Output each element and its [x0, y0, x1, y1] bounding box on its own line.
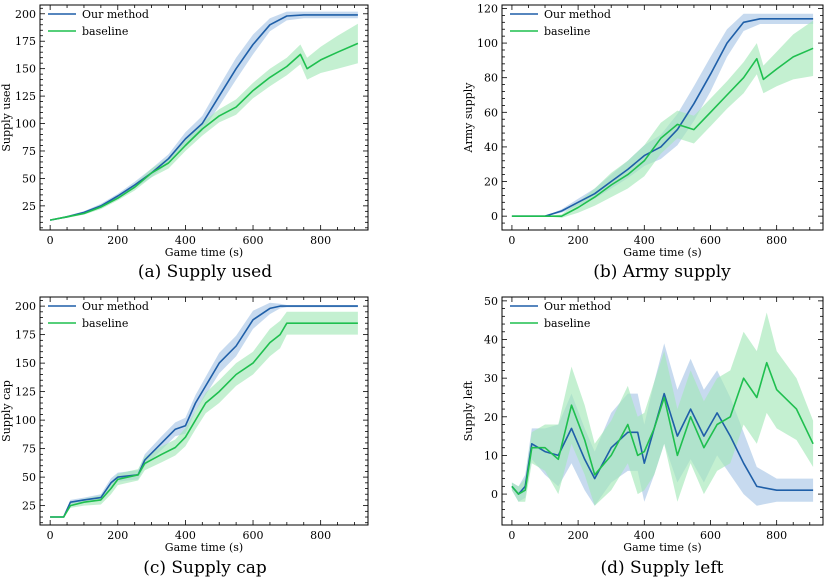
legend-label-baseline: baseline	[544, 317, 590, 330]
chart-supply-left: 0 200 400 600 800 0 10 20 30 40 50 Game time (s) Sup…	[462, 295, 824, 578]
y-tick-label: 30	[484, 372, 498, 385]
y-tick-label: 0	[491, 488, 498, 501]
plot-frame	[501, 296, 824, 526]
series-line-our-method	[511, 392, 814, 495]
legend-label-our-method: Our method	[82, 300, 149, 313]
x-tick-label: 600	[243, 234, 264, 247]
series-line-our-method	[50, 305, 358, 518]
x-tick-label: 800	[766, 529, 787, 542]
caption-supply-cap: (c) Supply cap	[143, 558, 267, 578]
y-tick-label: 175	[15, 329, 36, 342]
series-band-baseline	[511, 20, 814, 218]
y-tick-label: 125	[15, 386, 36, 399]
plot-frame	[39, 296, 369, 526]
y-tick-label: 75	[22, 443, 36, 456]
x-tick-label: 200	[568, 234, 589, 247]
x-tick-label: 600	[700, 529, 721, 542]
y-axis-label: Supply used	[0, 83, 13, 151]
y-tick-label: 80	[484, 72, 498, 85]
plot-frame	[501, 4, 824, 231]
legend-label-baseline: baseline	[544, 25, 590, 38]
x-axis-label: Game time (s)	[623, 246, 701, 259]
caption-supply-used: (a) Supply used	[138, 262, 272, 282]
y-axis-label: Supply left	[462, 380, 475, 441]
y-tick-label: 175	[15, 35, 36, 48]
x-tick-label: 200	[568, 529, 589, 542]
y-tick-label: 50	[22, 172, 36, 185]
x-tick-label: 200	[107, 529, 128, 542]
x-tick-label: 200	[107, 234, 128, 247]
series-line-our-method	[49, 14, 358, 221]
x-tick-label: 400	[175, 529, 196, 542]
series-band-baseline	[511, 312, 814, 506]
y-tick-label: 50	[22, 471, 36, 484]
series-line-baseline	[511, 47, 814, 217]
x-tick-label: 400	[175, 234, 196, 247]
x-tick-label: 0	[508, 529, 515, 542]
x-axis-label: Game time (s)	[623, 541, 701, 554]
x-tick-label: 400	[634, 234, 655, 247]
series-line-baseline	[50, 322, 358, 518]
y-axis-label: Supply cap	[0, 380, 13, 442]
y-tick-label: 40	[484, 334, 498, 347]
x-tick-label: 800	[310, 529, 331, 542]
caption-supply-left: (d) Supply left	[601, 558, 724, 578]
chart-army-supply: 0 200 400 600 800 0 20 40 60 80 100 120 Game time (s…	[462, 2, 824, 282]
y-tick-label: 150	[15, 63, 36, 76]
y-tick-label: 100	[15, 118, 36, 131]
x-tick-label: 800	[766, 234, 787, 247]
series-line-our-method	[511, 17, 814, 217]
y-tick-label: 120	[477, 2, 498, 15]
x-axis-label: Game time (s)	[165, 541, 243, 554]
series-line-baseline	[511, 361, 814, 495]
x-axis-label: Game time (s)	[165, 246, 243, 259]
x-tick-label: 400	[634, 529, 655, 542]
y-tick-label: 25	[22, 200, 36, 213]
y-tick-label: 20	[484, 176, 498, 189]
y-tick-label: 75	[22, 145, 36, 158]
x-tick-label: 600	[700, 234, 721, 247]
legend-label-baseline: baseline	[82, 317, 128, 330]
y-tick-label: 10	[484, 449, 498, 462]
series-band-baseline	[50, 311, 358, 517]
plot-frame	[39, 4, 369, 231]
y-tick-label: 100	[477, 37, 498, 50]
legend-label-baseline: baseline	[82, 25, 128, 38]
series-band-our-method	[50, 11, 358, 221]
y-tick-label: 150	[15, 357, 36, 370]
legend-label-our-method: Our method	[544, 8, 611, 21]
legend-label-our-method: Our method	[544, 300, 611, 313]
y-tick-label: 200	[15, 8, 36, 21]
y-tick-label: 100	[15, 414, 36, 427]
y-tick-label: 50	[484, 295, 498, 308]
x-tick-label: 0	[508, 234, 515, 247]
y-axis-label: Army supply	[462, 82, 475, 154]
x-tick-label: 600	[243, 529, 264, 542]
y-tick-label: 200	[15, 300, 36, 313]
y-tick-label: 40	[484, 141, 498, 154]
y-tick-label: 20	[484, 411, 498, 424]
series-line-baseline	[49, 42, 359, 221]
y-tick-label: 0	[491, 210, 498, 223]
caption-army-supply: (b) Army supply	[593, 262, 731, 282]
chart-supply-used: 0 200 400 600 800 25 50 75 100 125 150 175 200 Game t…	[0, 4, 369, 282]
x-tick-label: 0	[47, 529, 54, 542]
y-tick-label: 125	[15, 90, 36, 103]
y-tick-label: 25	[22, 500, 36, 513]
y-tick-label: 60	[484, 106, 498, 119]
chart-supply-cap: 0 200 400 600 800 25 50 75 100 125 150 175 200 Game t…	[0, 296, 369, 578]
x-tick-label: 0	[47, 234, 54, 247]
x-tick-label: 800	[310, 234, 331, 247]
legend-label-our-method: Our method	[82, 8, 149, 21]
series-band-our-method	[511, 13, 814, 217]
